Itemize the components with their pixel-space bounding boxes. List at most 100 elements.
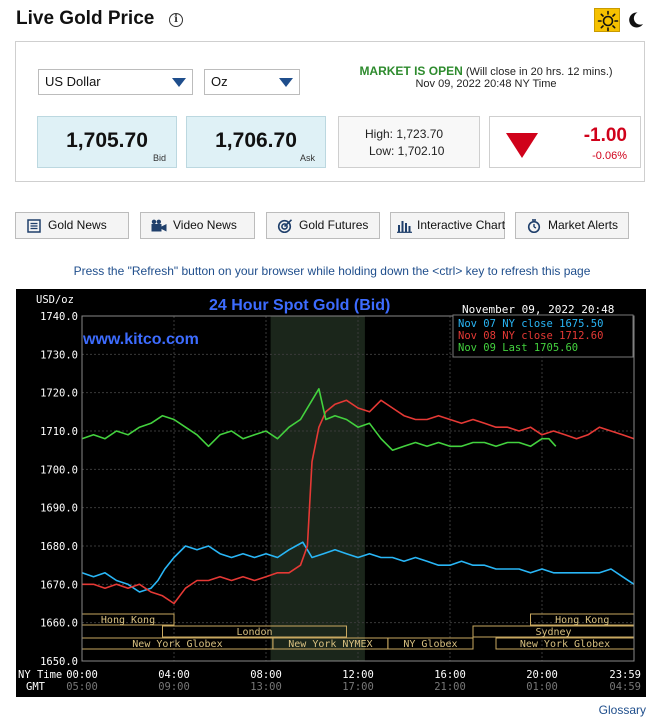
chart-watermark: www.kitco.com — [82, 331, 199, 348]
high-low-box: High: 1,723.70 Low: 1,702.10 — [338, 116, 480, 168]
bid-label: Bid — [152, 153, 166, 163]
chart-legend: Nov 07 NY close 1675.50 Nov 08 NY close … — [452, 314, 634, 358]
down-arrow-icon — [506, 133, 538, 158]
page-header: Live Gold Price i — [16, 8, 648, 34]
session-bar — [387, 637, 474, 650]
series-line-nov-08 — [82, 399, 635, 605]
x-tick-gmt-label: 04:59 — [609, 681, 641, 693]
nav-button-row: Gold News Video News Gold Futures Intera… — [15, 212, 645, 239]
gold-futures-label: Gold Futures — [299, 218, 369, 232]
y-axis-label: USD/oz — [36, 294, 74, 306]
bid-price-box: 1,705.70 Bid — [37, 116, 177, 168]
moon-icon — [629, 12, 643, 28]
legend-item-nov08: Nov 08 NY close 1712.60 — [458, 330, 603, 342]
unit-select[interactable]: Oz — [204, 69, 300, 95]
ask-price-box: 1,706.70 Ask — [186, 116, 326, 168]
quote-panel: US Dollar Oz MARKET IS OPEN (Will close … — [15, 41, 645, 182]
y-tick-label: 1660.0 — [40, 618, 78, 630]
x-tick-gmt-label: 21:00 — [434, 681, 466, 693]
legend-item-nov07: Nov 07 NY close 1675.50 — [458, 318, 603, 330]
plot-frame — [81, 315, 635, 662]
x-tick-ny-label: 20:00 — [526, 669, 558, 681]
market-close-note: (Will close in 20 hrs. 12 mins.) — [465, 66, 613, 78]
y-tick-label: 1730.0 — [40, 349, 78, 361]
video-news-label: Video News — [173, 218, 237, 232]
session-label: NY Globex — [403, 639, 457, 650]
session-bar — [162, 625, 347, 638]
x-tick-ny-label: 08:00 — [250, 669, 282, 681]
x-tick-ny-label: 04:00 — [158, 669, 190, 681]
info-icon[interactable]: i — [169, 13, 183, 27]
session-label: New York Globex — [520, 639, 610, 650]
y-tick-label: 1690.0 — [40, 503, 78, 515]
session-label: Sydney — [535, 627, 571, 638]
theme-toggle[interactable] — [594, 8, 648, 32]
y-tick-label: 1650.0 — [40, 656, 78, 668]
chart-title: 24 Hour Spot Gold (Bid) — [209, 297, 390, 314]
target-icon — [277, 219, 293, 233]
gold-news-button[interactable]: Gold News — [15, 212, 129, 239]
market-status: MARKET IS OPEN (Will close in 20 hrs. 12… — [336, 64, 636, 90]
chevron-down-icon — [279, 78, 293, 87]
gold-futures-button[interactable]: Gold Futures — [266, 212, 380, 239]
ask-price: 1,706.70 — [215, 129, 297, 152]
bid-price: 1,705.70 — [66, 129, 148, 152]
price-change-percent: -0.06% — [592, 150, 627, 162]
y-tick-label: 1670.0 — [40, 579, 78, 591]
currency-select[interactable]: US Dollar — [38, 69, 193, 95]
session-label: New York Globex — [132, 639, 222, 650]
x-tick-ny-label: 12:00 — [342, 669, 374, 681]
series-line-nov-07 — [81, 541, 635, 593]
market-alerts-button[interactable]: Market Alerts — [515, 212, 629, 239]
sun-icon — [597, 10, 619, 32]
session-label: Hong Kong — [555, 615, 609, 626]
x-tick-ny-label: 16:00 — [434, 669, 466, 681]
x-tick-gmt-label: 17:00 — [342, 681, 374, 693]
y-tick-label: 1720.0 — [40, 388, 78, 400]
x-tick-gmt-label: 01:00 — [526, 681, 558, 693]
y-tick-label: 1680.0 — [40, 541, 78, 553]
x-tick-ny-label: 00:00 — [66, 669, 98, 681]
session-label: London — [236, 627, 272, 638]
low-price: Low: 1,702.10 — [369, 144, 445, 158]
session-label: Hong Kong — [101, 615, 155, 626]
currency-select-value: US Dollar — [45, 74, 101, 89]
x-axis-gmt-label: GMT — [26, 681, 46, 693]
series-lines — [81, 388, 635, 605]
market-open-label: MARKET IS OPEN — [359, 64, 463, 78]
newspaper-icon — [27, 219, 41, 233]
high-price: High: 1,723.70 — [365, 127, 444, 141]
nymex-session-shade — [270, 316, 365, 661]
glossary-link[interactable]: Glossary — [598, 703, 646, 717]
session-label: New York NYMEX — [288, 639, 372, 650]
market-alerts-label: Market Alerts — [548, 218, 619, 232]
page-title: Live Gold Price — [16, 8, 155, 29]
quote-timestamp: Nov 09, 2022 20:48 NY Time — [415, 78, 557, 90]
y-tick-label: 1710.0 — [40, 426, 78, 438]
light-theme-button[interactable] — [594, 8, 620, 32]
interactive-chart-label: Interactive Chart — [417, 218, 506, 232]
x-tick-gmt-label: 09:00 — [158, 681, 190, 693]
x-tick-gmt-label: 05:00 — [66, 681, 98, 693]
chart-timestamp: November 09, 2022 20:48 — [462, 303, 614, 316]
video-camera-icon — [151, 219, 167, 232]
gold-chart: Hong Kong Hong Kong London Sydney New York G… — [16, 289, 646, 697]
price-change: -1.00 — [583, 125, 627, 146]
unit-select-value: Oz — [211, 74, 228, 89]
y-tick-label: 1740.0 — [40, 311, 78, 323]
video-news-button[interactable]: Video News — [140, 212, 255, 239]
y-tick-label: 1700.0 — [40, 464, 78, 476]
ask-label: Ask — [299, 153, 315, 163]
gold-news-label: Gold News — [48, 218, 107, 232]
interactive-chart-button[interactable]: Interactive Chart — [390, 212, 505, 239]
series-line-nov-09 — [81, 388, 557, 451]
refresh-note: Press the "Refresh" button on your brows… — [73, 264, 591, 278]
alarm-clock-icon — [527, 219, 541, 233]
x-tick-ny-label: 23:59 — [609, 669, 641, 681]
x-axis-ny-label: NY Time — [18, 669, 62, 681]
legend-item-nov09: Nov 09 Last 1705.60 — [458, 342, 578, 354]
x-tick-gmt-label: 13:00 — [250, 681, 282, 693]
change-box: -1.00 -0.06% — [489, 116, 641, 168]
dark-theme-button[interactable] — [622, 8, 648, 32]
